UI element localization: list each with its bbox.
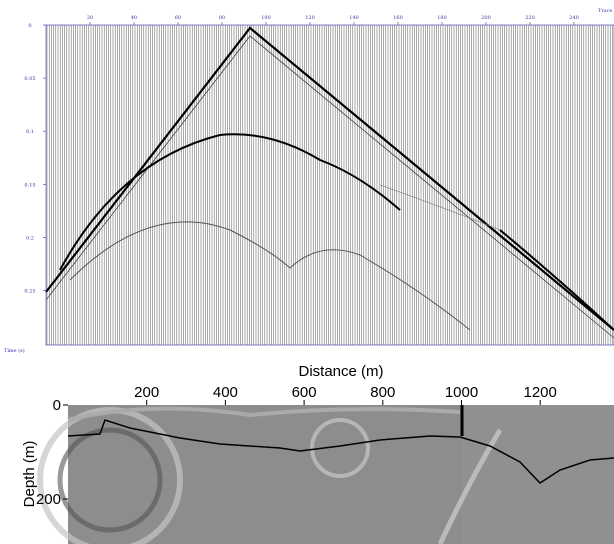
y-tick-label: 0.25 [24, 289, 35, 295]
x-tick-label: 180 [437, 15, 447, 21]
x-tick-label: 240 [569, 15, 579, 21]
x-tick-label: 400 [213, 384, 238, 401]
top-frame [45, 24, 614, 346]
seismic-events [45, 26, 614, 339]
x-tick-label: 20 [87, 15, 93, 21]
x-tick-label: 200 [134, 384, 159, 401]
x-tick-label: 100 [261, 15, 271, 21]
top-x-label: Trace [598, 8, 613, 14]
y-tick-label: 0.05 [24, 76, 35, 82]
x-tick-label: 800 [370, 384, 395, 401]
y-tick-label: 0.1 [26, 129, 34, 135]
y-tick-label: 200 [36, 491, 61, 508]
trace-lines [46, 25, 613, 345]
x-tick-label: 80 [219, 15, 225, 21]
x-tick-label: 200 [481, 15, 491, 21]
x-tick-label: 40 [131, 15, 137, 21]
image-features [37, 405, 614, 544]
x-tick-label: 1000 [445, 384, 478, 401]
x-tick-label: 160 [393, 15, 403, 21]
top-y-label: Time (s) [4, 347, 25, 354]
y-tick-label: 0 [53, 397, 61, 414]
x-tick-label: 140 [349, 15, 359, 21]
y-tick-label: 0.2 [26, 235, 34, 241]
x-tick-label: 1200 [524, 384, 557, 401]
x-tick-label: 60 [175, 15, 181, 21]
y-tick-label: 0.15 [24, 182, 35, 188]
x-tick-label: 220 [525, 15, 535, 21]
interface-line [67, 419, 614, 484]
y-tick-label: 0 [28, 23, 31, 29]
x-tick-label: 120 [305, 15, 315, 21]
x-tick-label: 600 [292, 384, 317, 401]
bottom-y-label: Depth (m) [21, 441, 38, 508]
bottom-x-label: Distance (m) [298, 363, 383, 380]
